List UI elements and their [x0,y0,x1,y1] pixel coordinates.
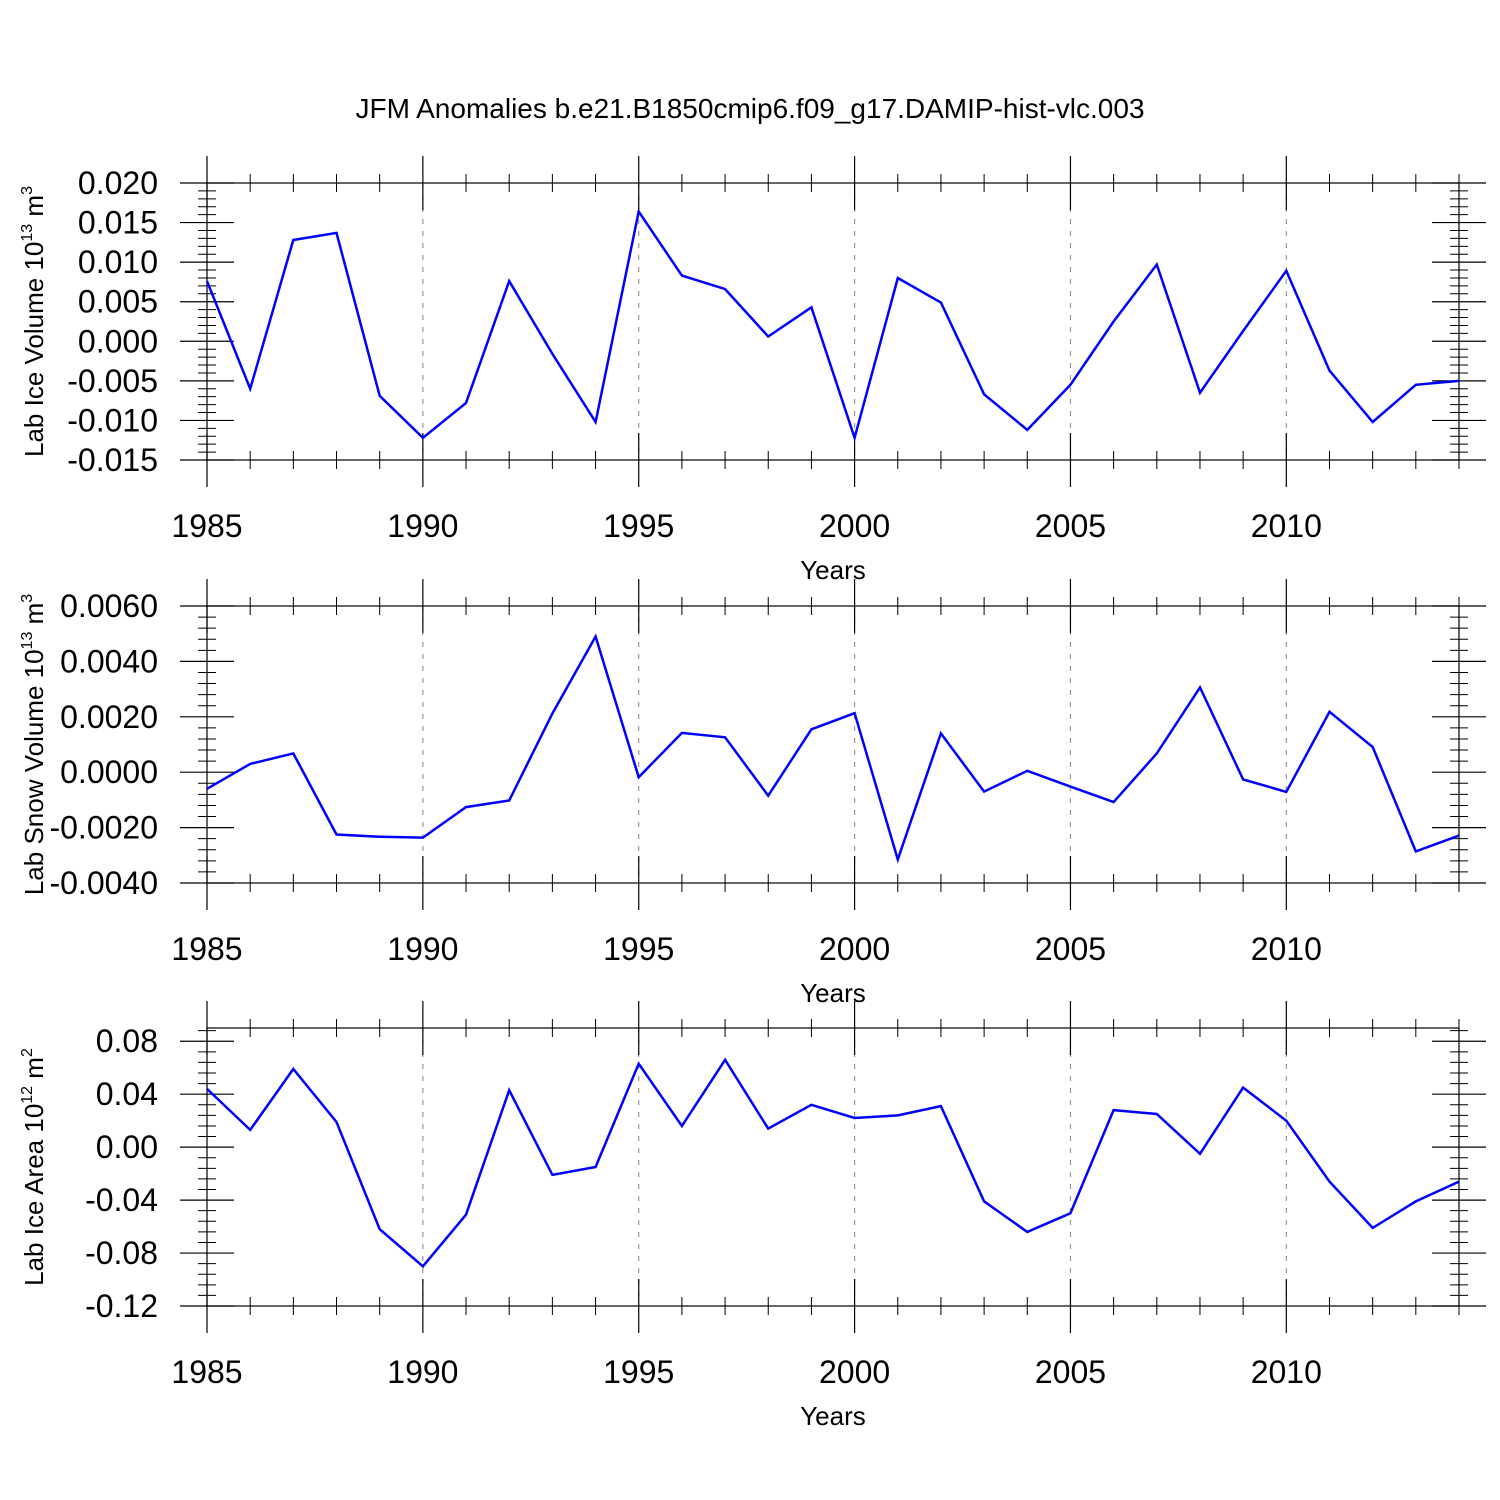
x-tick-label: 1985 [171,1354,242,1390]
x-axis-label: Years [800,1401,866,1431]
x-tick-label: 1995 [603,1354,674,1390]
y-tick-label: 0.04 [96,1076,158,1112]
series-line [205,208,1460,443]
x-tick-label: 2010 [1251,1354,1322,1390]
y-tick-label: 0.015 [78,205,158,241]
plot-frame [206,1027,1460,1307]
x-tick-label: 2000 [819,1354,890,1390]
x-tick-label: 2005 [1035,508,1106,544]
y-tick-label: 0.010 [78,244,158,280]
panel-2: 0.0060 0.0040 0.0020 0.0000 -0.0020 -0.0040 19… [19,579,1486,1008]
y-axis-label: Lab Snow Volume 1013 m3 [19,594,49,895]
x-tick-label: 1990 [387,508,458,544]
y-tick-label: 0.0000 [60,754,158,790]
x-tick-label: 2000 [819,508,890,544]
x-tick-label: 1995 [603,508,674,544]
x-axis-label: Years [800,555,866,585]
y-tick-label: 0.08 [96,1023,158,1059]
y-tick-label: -0.04 [85,1182,158,1218]
x-tick-label: 1985 [171,931,242,967]
x-tick-label: 1990 [387,931,458,967]
y-tick-label: 0.00 [96,1129,158,1165]
y-tick-label: -0.12 [85,1288,158,1324]
x-tick-label: 2010 [1251,931,1322,967]
series-line [206,633,1460,864]
y-tick-label: -0.08 [85,1235,158,1271]
y-tick-label: 0.000 [78,323,158,359]
x-tick-label: 1990 [387,1354,458,1390]
y-tick-label: 0.005 [78,284,158,320]
plot-frame [206,605,1460,884]
y-tick-label: 0.0040 [60,643,158,679]
y-tick-label: -0.015 [67,442,158,478]
y-tick-label: -0.005 [67,363,158,399]
y-tick-label: -0.0040 [49,865,158,901]
x-tick-label: 2005 [1035,931,1106,967]
x-tick-label: 1985 [171,508,242,544]
y-tick-label: 0.0060 [60,588,158,624]
x-tick-label: 2010 [1251,508,1322,544]
figure-title: JFM Anomalies b.e21.B1850cmip6.f09_g17.D… [355,93,1144,124]
y-axis-label: Lab Ice Volume 1013 m3 [19,186,49,457]
x-tick-label: 1995 [603,931,674,967]
plot-frame [206,182,1460,461]
x-tick-label: 2000 [819,931,890,967]
x-axis-label: Years [800,978,866,1008]
y-axis-label: Lab Ice Area 1012 m2 [19,1048,49,1286]
panel-3: 0.08 0.04 0.00 -0.04 -0.08 -0.12 1985 1990 1995 2… [19,1001,1486,1431]
y-tick-label: -0.010 [67,402,158,438]
y-tick-label: -0.0020 [49,810,158,846]
x-tick-label: 2005 [1035,1354,1106,1390]
series-line [206,1057,1460,1269]
y-tick-label: 0.020 [78,165,158,201]
y-tick-label: 0.0020 [60,699,158,735]
